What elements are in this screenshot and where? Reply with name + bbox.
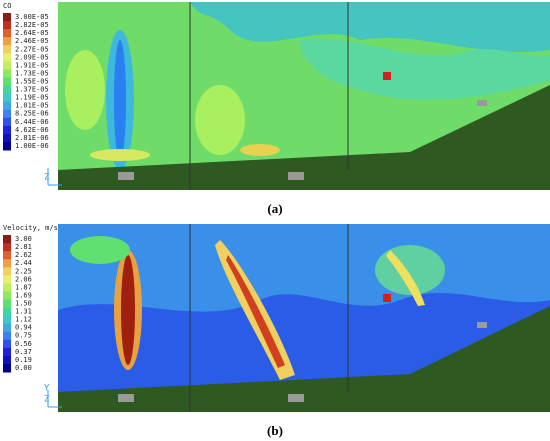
legend-swatch [3, 347, 11, 357]
legend-swatch [3, 355, 11, 365]
legend-label: 2.09E-05 [15, 53, 49, 61]
legend-swatch [3, 117, 11, 127]
legend-label: 1.00E-06 [15, 142, 49, 150]
legend-title: Velocity, m/s [3, 224, 58, 232]
legend-label: 3.00 [15, 235, 32, 243]
legend-label: 6.44E-06 [15, 118, 49, 126]
legend-title: CO [3, 2, 11, 10]
legend-swatch [3, 101, 11, 111]
legend-swatch [3, 323, 11, 333]
legend-swatch [3, 363, 11, 373]
legend-label: 2.81 [15, 243, 32, 251]
legend-swatch [3, 125, 11, 135]
legend-label: 0.37 [15, 348, 32, 356]
legend-swatch [3, 307, 11, 317]
legend-label: 1.87 [15, 283, 32, 291]
legend-swatch [3, 267, 11, 276]
legend-swatch [3, 69, 11, 78]
legend-label: 2.64E-05 [15, 29, 49, 37]
legend-label: 1.55E-05 [15, 78, 49, 86]
legend-label: 1.01E-05 [15, 102, 49, 110]
legend-swatch [3, 315, 11, 325]
legend-label: 3.00E-05 [15, 13, 49, 21]
legend-swatch [3, 29, 11, 38]
legend-swatch [3, 85, 11, 95]
legend-swatch [3, 93, 11, 103]
legend-label: 2.44 [15, 259, 32, 267]
legend-label: 1.50 [15, 300, 32, 308]
legend-label: 2.25 [15, 267, 32, 275]
legend-swatch [3, 21, 11, 30]
axis-label: Z [44, 173, 50, 183]
legend-swatch [3, 37, 11, 46]
legend-swatch [3, 141, 11, 151]
legend-label: 2.81E-06 [15, 134, 49, 142]
legend-swatch [3, 283, 11, 292]
panel-caption: (a) [267, 201, 282, 216]
legend-label: 0.00 [15, 364, 32, 372]
legend-swatch [3, 339, 11, 349]
velocity-contour-field [58, 224, 550, 412]
legend-label: 1.37E-05 [15, 86, 49, 94]
legend-label: 2.06 [15, 275, 32, 283]
legend-label: 2.27E-05 [15, 45, 49, 53]
legend-swatch [3, 259, 11, 268]
legend-swatch [3, 291, 11, 300]
co-contour-field [58, 2, 550, 190]
legend-label: 0.19 [15, 356, 32, 364]
legend-label: 2.82E-05 [15, 21, 49, 29]
legend-label: 0.94 [15, 324, 32, 332]
legend-swatch [3, 243, 11, 252]
legend-label: 1.69 [15, 291, 32, 299]
legend-swatch [3, 45, 11, 54]
legend-swatch [3, 331, 11, 341]
legend-swatch [3, 235, 11, 244]
legend-swatch [3, 275, 11, 284]
legend-label: 4.62E-06 [15, 126, 49, 134]
legend-swatch [3, 77, 11, 87]
legend-label: 1.12 [15, 316, 32, 324]
axis-label: Z [44, 395, 50, 405]
legend-label: 1.19E-05 [15, 94, 49, 102]
legend-label: 2.62 [15, 251, 32, 259]
legend-label: 1.73E-05 [15, 69, 49, 77]
legend-label: 0.56 [15, 340, 32, 348]
legend-swatch [3, 61, 11, 70]
legend-swatch [3, 53, 11, 62]
legend-swatch [3, 299, 11, 309]
panel-caption: (b) [267, 423, 283, 438]
legend-label: 0.75 [15, 332, 32, 340]
axis-label: Y [44, 384, 50, 394]
legend-label: 1.91E-05 [15, 61, 49, 69]
legend-swatch [3, 133, 11, 143]
legend-swatch [3, 251, 11, 260]
legend-label: 8.25E-06 [15, 110, 49, 118]
legend-label: 2.46E-05 [15, 37, 49, 45]
legend-swatch [3, 13, 11, 22]
legend-label: 1.31 [15, 308, 32, 316]
legend-swatch [3, 109, 11, 119]
